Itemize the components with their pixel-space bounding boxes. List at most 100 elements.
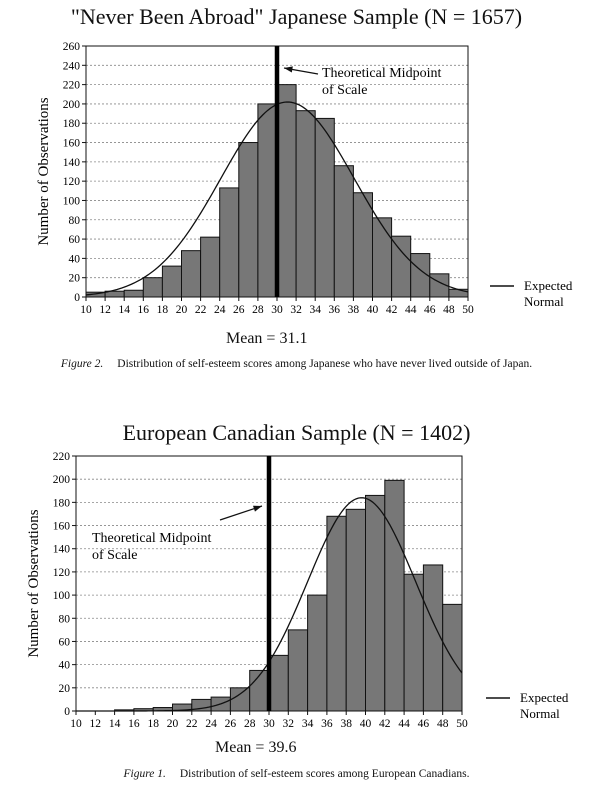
caption-text: Distribution of self-esteem scores among… [179, 768, 470, 780]
y-tick-label: 40 [69, 253, 81, 265]
x-tick-label: 14 [109, 718, 121, 730]
chart-title-japanese: "Never Been Abroad" Japanese Sample (N =… [70, 4, 523, 29]
histogram-bar [307, 594, 328, 712]
x-tick-label: 48 [443, 304, 455, 316]
x-tick-label: 20 [167, 718, 179, 730]
x-tick-label: 20 [176, 304, 188, 316]
y-tick-label: 140 [53, 544, 71, 556]
x-tick-label: 28 [244, 718, 256, 730]
x-tick-label: 12 [90, 718, 102, 730]
chart-title-canadian: European Canadian Sample (N = 1402) [122, 420, 471, 445]
x-tick-label: 34 [309, 304, 321, 316]
x-tick-label: 40 [360, 718, 372, 730]
x-tick-label: 42 [379, 718, 391, 730]
x-tick-label: 22 [195, 304, 207, 316]
midpoint-label-line1: Theoretical Midpoint [92, 531, 211, 546]
x-tick-label: 46 [424, 304, 436, 316]
x-tick-label: 28 [252, 304, 264, 316]
midpoint-arrow-head [253, 505, 262, 512]
y-tick-label: 180 [63, 118, 81, 130]
x-tick-label: 10 [80, 304, 92, 316]
x-tick-label: 44 [398, 718, 410, 730]
x-tick-label: 36 [329, 304, 341, 316]
midpoint-arrow-head [284, 66, 293, 73]
y-tick-label: 220 [53, 451, 71, 463]
midpoint-label-line2: of Scale [92, 548, 137, 563]
x-tick-label: 32 [283, 718, 295, 730]
x-tick-label: 16 [138, 304, 150, 316]
x-tick-label: 10 [70, 718, 82, 730]
y-tick-label: 260 [63, 41, 81, 53]
x-tick-label: 36 [321, 718, 333, 730]
histogram-japanese: 0 20 40 60 80 100 120 140 160 180 200 220 240 260 10 12… [36, 41, 573, 316]
histogram-bar [268, 654, 289, 712]
figure-number: Figure 2. [60, 358, 104, 370]
x-tick-label: 32 [290, 304, 302, 316]
x-tick-label: 50 [462, 304, 474, 316]
y-tick-label: 180 [53, 497, 71, 509]
x-tick-label: 50 [456, 718, 468, 730]
x-tick-label: 24 [214, 304, 226, 316]
y-tick-label: 120 [53, 567, 71, 579]
y-tick-label: 140 [63, 157, 81, 169]
midpoint-label-line1: Theoretical Midpoint [322, 66, 441, 81]
histogram-bar [422, 564, 444, 712]
y-tick-label: 160 [63, 138, 81, 150]
x-tick-label: 30 [271, 304, 283, 316]
x-tick-label: 48 [437, 718, 449, 730]
y-tick-label: 100 [53, 590, 71, 602]
y-axis-label: Number of Observations [36, 97, 52, 245]
histogram-bar [229, 687, 251, 712]
x-tick-label: 44 [405, 304, 417, 316]
x-tick-label: 18 [147, 718, 159, 730]
legend-label-line1: Expected [520, 690, 569, 705]
x-tick-label: 26 [233, 304, 245, 316]
y-tick-label: 80 [59, 613, 71, 625]
x-tick-label: 40 [367, 304, 379, 316]
y-tick-label: 100 [63, 195, 81, 207]
x-tick-label: 30 [263, 718, 275, 730]
x-tick-label: 18 [157, 304, 169, 316]
x-tick-label: 14 [118, 304, 130, 316]
x-tick-label: 42 [386, 304, 398, 316]
histogram-bar [345, 508, 367, 712]
y-tick-label: 40 [59, 660, 71, 672]
midpoint-label-line2: of Scale [322, 83, 367, 98]
x-tick-label: 34 [302, 718, 314, 730]
mean-label-japanese: Mean = 31.1 [226, 330, 308, 347]
y-axis-label: Number of Observations [26, 509, 42, 657]
y-tick-label: 120 [63, 176, 81, 188]
y-tick-label: 20 [59, 683, 71, 695]
y-tick-label: 240 [63, 60, 81, 72]
figure-caption-japanese: Figure 2. Distribution of self-esteem sco… [0, 358, 593, 370]
y-tick-label: 80 [69, 215, 81, 227]
histogram-bar [365, 494, 386, 712]
x-tick-label: 24 [205, 718, 217, 730]
y-tick-label: 0 [74, 292, 80, 304]
x-tick-label: 46 [418, 718, 430, 730]
histogram-bar [249, 669, 270, 712]
y-tick-label: 60 [69, 234, 81, 246]
histogram-bar [287, 629, 309, 712]
x-tick-label: 12 [99, 304, 111, 316]
y-tick-label: 200 [53, 474, 71, 486]
mean-label-canadian: Mean = 39.6 [215, 739, 297, 756]
y-tick-label: 220 [63, 80, 81, 92]
legend-label-line2: Normal [524, 294, 564, 309]
x-tick-label: 38 [340, 718, 352, 730]
x-tick-label: 26 [225, 718, 237, 730]
y-tick-label: 60 [59, 636, 71, 648]
x-tick-label: 38 [348, 304, 360, 316]
legend-label-line1: Expected [524, 278, 573, 293]
y-tick-label: 200 [63, 99, 81, 111]
figure-number: Figure 1. [123, 768, 166, 780]
caption-text: Distribution of self-esteem scores among… [117, 358, 533, 370]
x-tick-label: 16 [128, 718, 140, 730]
histogram-bar [326, 515, 347, 712]
y-tick-label: 160 [53, 521, 71, 533]
figure-caption-canadian: Figure 1. Distribution of self-esteem sco… [0, 768, 593, 780]
legend-label-line2: Normal [520, 706, 560, 721]
y-tick-label: 0 [64, 706, 70, 718]
histogram-bar [384, 479, 405, 712]
